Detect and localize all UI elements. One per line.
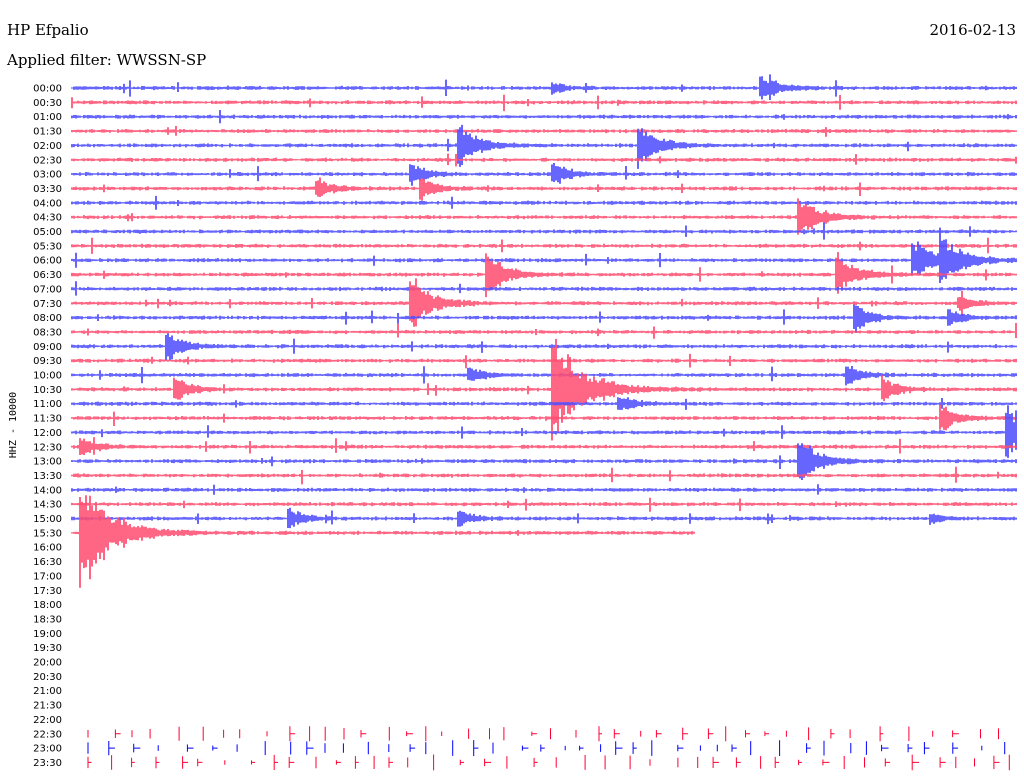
row-label-1130: 11:30 [33, 414, 62, 425]
row-label-1200: 12:00 [33, 428, 62, 439]
trace-1200 [71, 405, 1017, 458]
trace-0300 [71, 163, 1017, 186]
trace-1000 [71, 366, 1017, 386]
trace-0400 [71, 195, 1017, 210]
row-label-0330: 03:30 [33, 184, 62, 195]
row-label-1030: 10:30 [33, 385, 62, 396]
row-label-2200: 22:00 [33, 715, 62, 726]
row-label-0230: 02:30 [33, 155, 62, 166]
row-label-2230: 22:30 [33, 729, 62, 740]
row-label-1730: 17:30 [33, 586, 62, 597]
row-label-0500: 05:00 [33, 227, 62, 238]
row-label-0430: 04:30 [33, 213, 62, 224]
row-label-0400: 04:00 [33, 198, 62, 209]
record-date: 2016-02-13 [929, 21, 1016, 39]
row-label-0800: 08:00 [33, 313, 62, 324]
trace-0730 [71, 278, 1017, 327]
trace-1400 [71, 484, 1017, 495]
row-label-0900: 09:00 [33, 342, 62, 353]
trace-0930 [71, 353, 1017, 369]
row-label-1930: 19:30 [33, 643, 62, 654]
trace-0500 [71, 222, 1017, 240]
traces [71, 74, 1017, 771]
row-label-1700: 17:00 [33, 571, 62, 582]
row-label-2100: 21:00 [33, 686, 62, 697]
row-label-2030: 20:30 [33, 672, 62, 683]
row-label-0030: 00:30 [33, 98, 62, 109]
row-label-1100: 11:00 [33, 399, 62, 410]
row-label-1500: 15:00 [33, 514, 62, 525]
row-label-2300: 23:00 [33, 744, 62, 755]
trace-2330 [87, 754, 1010, 771]
trace-1500 [71, 507, 1017, 529]
row-labels: 00:00 00:30 01:00 01:30 02:00 02:30 03:00 03:30… [33, 84, 62, 769]
row-label-0000: 00:00 [33, 84, 62, 95]
trace-1430 [71, 497, 1017, 512]
row-label-1230: 12:30 [33, 442, 62, 453]
row-label-1400: 14:00 [33, 485, 62, 496]
trace-2300 [87, 740, 1006, 757]
trace-1530 [71, 495, 695, 588]
trace-1100 [71, 397, 1017, 410]
trace-0130 [71, 126, 1017, 137]
trace-0700 [71, 281, 1017, 296]
trace-1130 [71, 404, 1017, 431]
row-label-0130: 01:30 [33, 127, 62, 138]
row-label-2130: 21:30 [33, 701, 62, 712]
row-label-1530: 15:30 [33, 528, 62, 539]
trace-0530 [71, 237, 1017, 254]
row-label-1800: 18:00 [33, 600, 62, 611]
trace-2230 [87, 726, 999, 742]
row-label-2330: 23:30 [33, 758, 62, 769]
row-label-2000: 20:00 [33, 658, 62, 669]
trace-0830 [71, 323, 1017, 339]
trace-0200 [71, 124, 1017, 169]
row-label-1600: 16:00 [33, 543, 62, 554]
row-label-1430: 14:30 [33, 500, 62, 511]
row-label-0730: 07:30 [33, 299, 62, 310]
trace-1300 [71, 443, 1017, 480]
trace-1230 [71, 437, 1017, 455]
trace-0100 [71, 110, 1017, 124]
y-axis-label: HHZ - 10000 [8, 392, 19, 458]
trace-0900 [71, 333, 1017, 361]
row-label-0700: 07:00 [33, 284, 62, 295]
trace-1030 [71, 338, 1017, 441]
trace-0800 [71, 304, 1017, 333]
station-title: HP Efpalio [7, 21, 89, 39]
row-label-0300: 03:00 [33, 170, 62, 181]
trace-0430 [71, 198, 1017, 235]
row-label-0100: 01:00 [33, 112, 62, 123]
filter-label: Applied filter: WWSSN-SP [7, 51, 207, 69]
row-label-1330: 13:30 [33, 471, 62, 482]
trace-0330 [71, 177, 1017, 201]
trace-1330 [71, 466, 1017, 485]
trace-0030 [71, 94, 1017, 112]
row-label-0200: 02:00 [33, 141, 62, 152]
trace-0630 [71, 252, 1017, 298]
row-label-1630: 16:30 [33, 557, 62, 568]
trace-0600 [71, 227, 1017, 283]
row-label-1900: 19:00 [33, 629, 62, 640]
row-label-0930: 09:30 [33, 356, 62, 367]
row-label-0630: 06:30 [33, 270, 62, 281]
row-label-1000: 10:00 [33, 371, 62, 382]
trace-0230 [71, 153, 1017, 167]
row-label-0600: 06:00 [33, 256, 62, 267]
row-label-0830: 08:30 [33, 327, 62, 338]
row-label-1830: 18:30 [33, 614, 62, 625]
trace-0000 [71, 74, 1017, 100]
row-label-0530: 05:30 [33, 241, 62, 252]
row-label-1300: 13:00 [33, 457, 62, 468]
